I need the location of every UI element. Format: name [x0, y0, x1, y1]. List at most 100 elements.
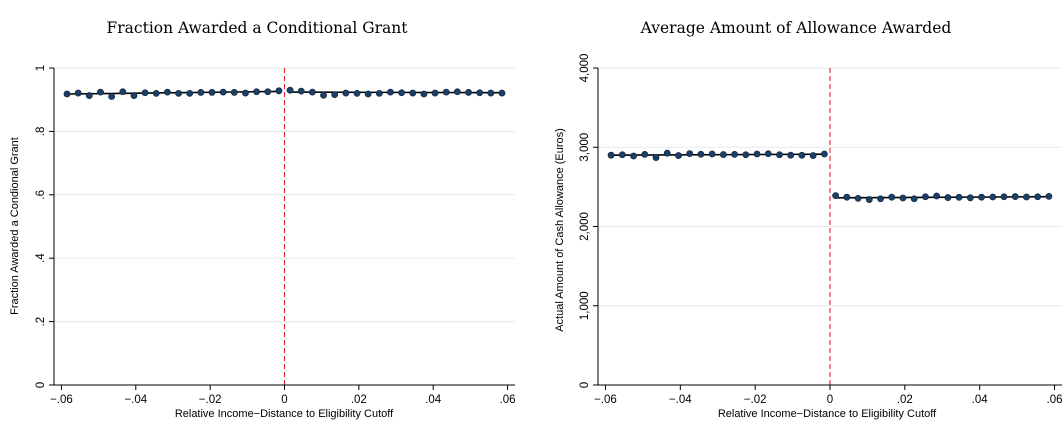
x-axis-label: Relative Income−Distance to Eligibility … [718, 408, 937, 420]
data-point [877, 195, 884, 203]
data-point [130, 92, 138, 99]
data-point [219, 88, 227, 96]
y-tick-label: .4 [35, 253, 47, 263]
data-point [731, 150, 738, 158]
chart-panel-left: Fraction Awarded a Conditional Grant 0 .2… [9, 19, 516, 420]
data-point [375, 89, 383, 97]
y-tick-label: 2,000 [579, 212, 591, 241]
data-point [487, 89, 495, 97]
data-point [320, 91, 327, 99]
data-point [342, 89, 350, 97]
data-point [1045, 192, 1053, 200]
x-tick-label: −.06 [50, 394, 73, 406]
data-point [253, 88, 261, 96]
chart-panel-right: Average Amount of Allowance Awarded 0 1,0… [531, 0, 1062, 426]
data-point [697, 150, 705, 158]
data-point [331, 91, 339, 99]
data-point [764, 150, 772, 158]
data-point [955, 193, 963, 201]
data-point [275, 87, 283, 95]
x-tick-label: .04 [425, 394, 442, 406]
chart-title: Average Amount of Allowance Awarded [640, 19, 952, 37]
data-point [776, 151, 783, 159]
data-point [186, 89, 194, 97]
y-tick-label: 1,000 [579, 291, 591, 320]
data-point [820, 150, 828, 158]
data-point [163, 88, 171, 96]
data-point [787, 151, 795, 159]
chart-title: Fraction Awarded a Conditional Grant [107, 19, 409, 37]
data-point [1011, 193, 1019, 200]
x-tick-label: .02 [897, 394, 913, 406]
data-point [420, 90, 428, 98]
data-point [286, 86, 294, 94]
data-point [197, 89, 205, 96]
data-point [308, 88, 316, 96]
x-tick-label: .06 [1047, 394, 1062, 406]
data-point [652, 154, 660, 161]
data-point [230, 89, 238, 96]
y-tick-label: 0 [579, 382, 591, 388]
data-point [832, 192, 840, 199]
y-tick-label: 3,000 [579, 133, 591, 162]
y-tick-label: .6 [35, 190, 47, 200]
data-point [108, 93, 116, 100]
x-tick-label: .04 [972, 394, 989, 406]
x-tick-label: 0 [281, 394, 287, 406]
data-point [74, 89, 82, 97]
y-tick-label: 1 [35, 65, 47, 71]
data-point [708, 150, 716, 158]
y-axis-label: Actual Amount of Cash Allowance (Euros) [554, 128, 566, 332]
data-point [442, 88, 450, 96]
data-point [989, 193, 997, 201]
x-tick-label: 0 [827, 394, 833, 406]
data-point [387, 88, 394, 96]
data-point [618, 151, 626, 159]
data-point [719, 151, 727, 158]
data-point [742, 151, 750, 159]
data-point [809, 152, 817, 159]
data-point [865, 196, 873, 203]
x-tick-label: −.06 [594, 394, 617, 406]
data-point [966, 194, 974, 202]
data-point [431, 89, 439, 97]
data-point [910, 195, 918, 203]
data-point [152, 89, 160, 97]
data-point [208, 89, 216, 96]
data-point [899, 194, 907, 202]
data-point [944, 194, 952, 201]
data-point [798, 151, 806, 159]
data-point [63, 90, 71, 98]
y-axis-label: Fraction Awarded a Condional Grant [9, 137, 21, 315]
data-point [686, 150, 694, 157]
data-point [242, 89, 249, 97]
data-point [663, 149, 671, 157]
data-point [922, 193, 929, 201]
data-point [1000, 193, 1008, 201]
data-point [175, 89, 182, 97]
data-point [85, 92, 93, 99]
data-point [353, 89, 361, 97]
y-tick-label: .2 [35, 317, 47, 327]
data-point [398, 89, 406, 97]
x-tick-label: .02 [351, 394, 367, 406]
data-point [933, 192, 941, 200]
data-point [264, 88, 272, 96]
fraction-awarded-chart: Fraction Awarded a Conditional Grant 0 .2… [9, 19, 516, 420]
data-point [297, 87, 305, 95]
data-point [753, 150, 761, 158]
data-point [843, 193, 851, 201]
x-axis-label: Relative Income−Distance to Eligibility … [175, 408, 394, 420]
x-tick-label: −.02 [744, 394, 767, 406]
data-point [1023, 193, 1030, 201]
data-point [675, 152, 682, 159]
allowance-amount-chart: Average Amount of Allowance Awarded 0 1,0… [554, 19, 1062, 420]
data-point [854, 194, 862, 202]
data-point [978, 193, 985, 201]
y-tick-label: 4,000 [579, 54, 591, 83]
data-point [630, 152, 637, 160]
data-point [141, 89, 149, 97]
data-point [607, 151, 615, 159]
data-point [498, 89, 506, 97]
data-point [465, 89, 472, 96]
